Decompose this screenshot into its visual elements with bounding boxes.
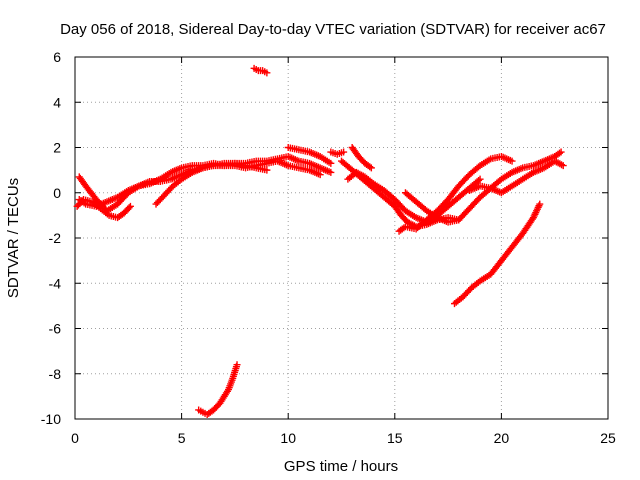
data-point	[555, 149, 563, 157]
data-point	[367, 164, 375, 172]
data-point	[340, 148, 348, 156]
data-point	[327, 168, 335, 176]
x-tick-label: 10	[280, 430, 296, 446]
data-point	[557, 148, 565, 156]
data-point	[126, 202, 134, 210]
series-arc-n	[284, 144, 335, 167]
y-axis: -10 -8 -6 -4 -2 0 2 4 6	[41, 49, 608, 427]
data-point	[316, 171, 324, 179]
x-tick-label: 25	[600, 430, 616, 446]
series-arc-d	[152, 159, 271, 208]
data-series	[73, 64, 567, 418]
y-tick-label: -10	[41, 411, 61, 427]
data-point	[263, 69, 271, 77]
y-axis-label: SDTVAR / TECUs	[5, 178, 22, 298]
y-tick-label: -6	[49, 321, 62, 337]
y-tick-label: -2	[49, 230, 62, 246]
series-arc-o	[348, 144, 375, 172]
grid	[75, 57, 608, 419]
x-tick-label: 0	[71, 430, 79, 446]
series-arc-k	[401, 148, 565, 226]
data-point	[475, 176, 483, 184]
x-axis: 0 5 10 15 20 25	[71, 57, 616, 446]
y-tick-label: -8	[49, 366, 62, 382]
x-tick-label: 20	[494, 430, 510, 446]
data-point	[559, 162, 567, 170]
y-tick-label: 2	[53, 140, 61, 156]
series-arc-f	[195, 361, 241, 418]
series-arc-c	[73, 196, 134, 222]
data-point	[263, 166, 271, 174]
y-tick-label: 0	[53, 185, 61, 201]
data-point	[125, 204, 133, 212]
chart-title: Day 056 of 2018, Sidereal Day-to-day VTE…	[60, 21, 606, 38]
x-tick-label: 15	[387, 430, 403, 446]
data-point	[233, 361, 241, 369]
series-arc-j	[395, 153, 516, 235]
data-point	[476, 175, 484, 183]
data-point	[366, 163, 374, 171]
series-arc-b	[75, 157, 324, 210]
data-point	[536, 200, 544, 208]
x-axis-label: GPS time / hours	[284, 458, 398, 475]
series-arc-m	[450, 200, 544, 308]
y-tick-label: 6	[53, 49, 61, 65]
x-tick-label: 5	[178, 430, 186, 446]
data-point	[508, 157, 516, 165]
data-point	[327, 159, 335, 167]
plot-frame	[74, 56, 609, 420]
series-arc-g	[327, 148, 348, 158]
y-tick-label: 4	[53, 94, 61, 110]
series-arc-e	[250, 64, 271, 77]
series-arc-l	[465, 157, 567, 197]
y-tick-label: -4	[49, 275, 62, 291]
